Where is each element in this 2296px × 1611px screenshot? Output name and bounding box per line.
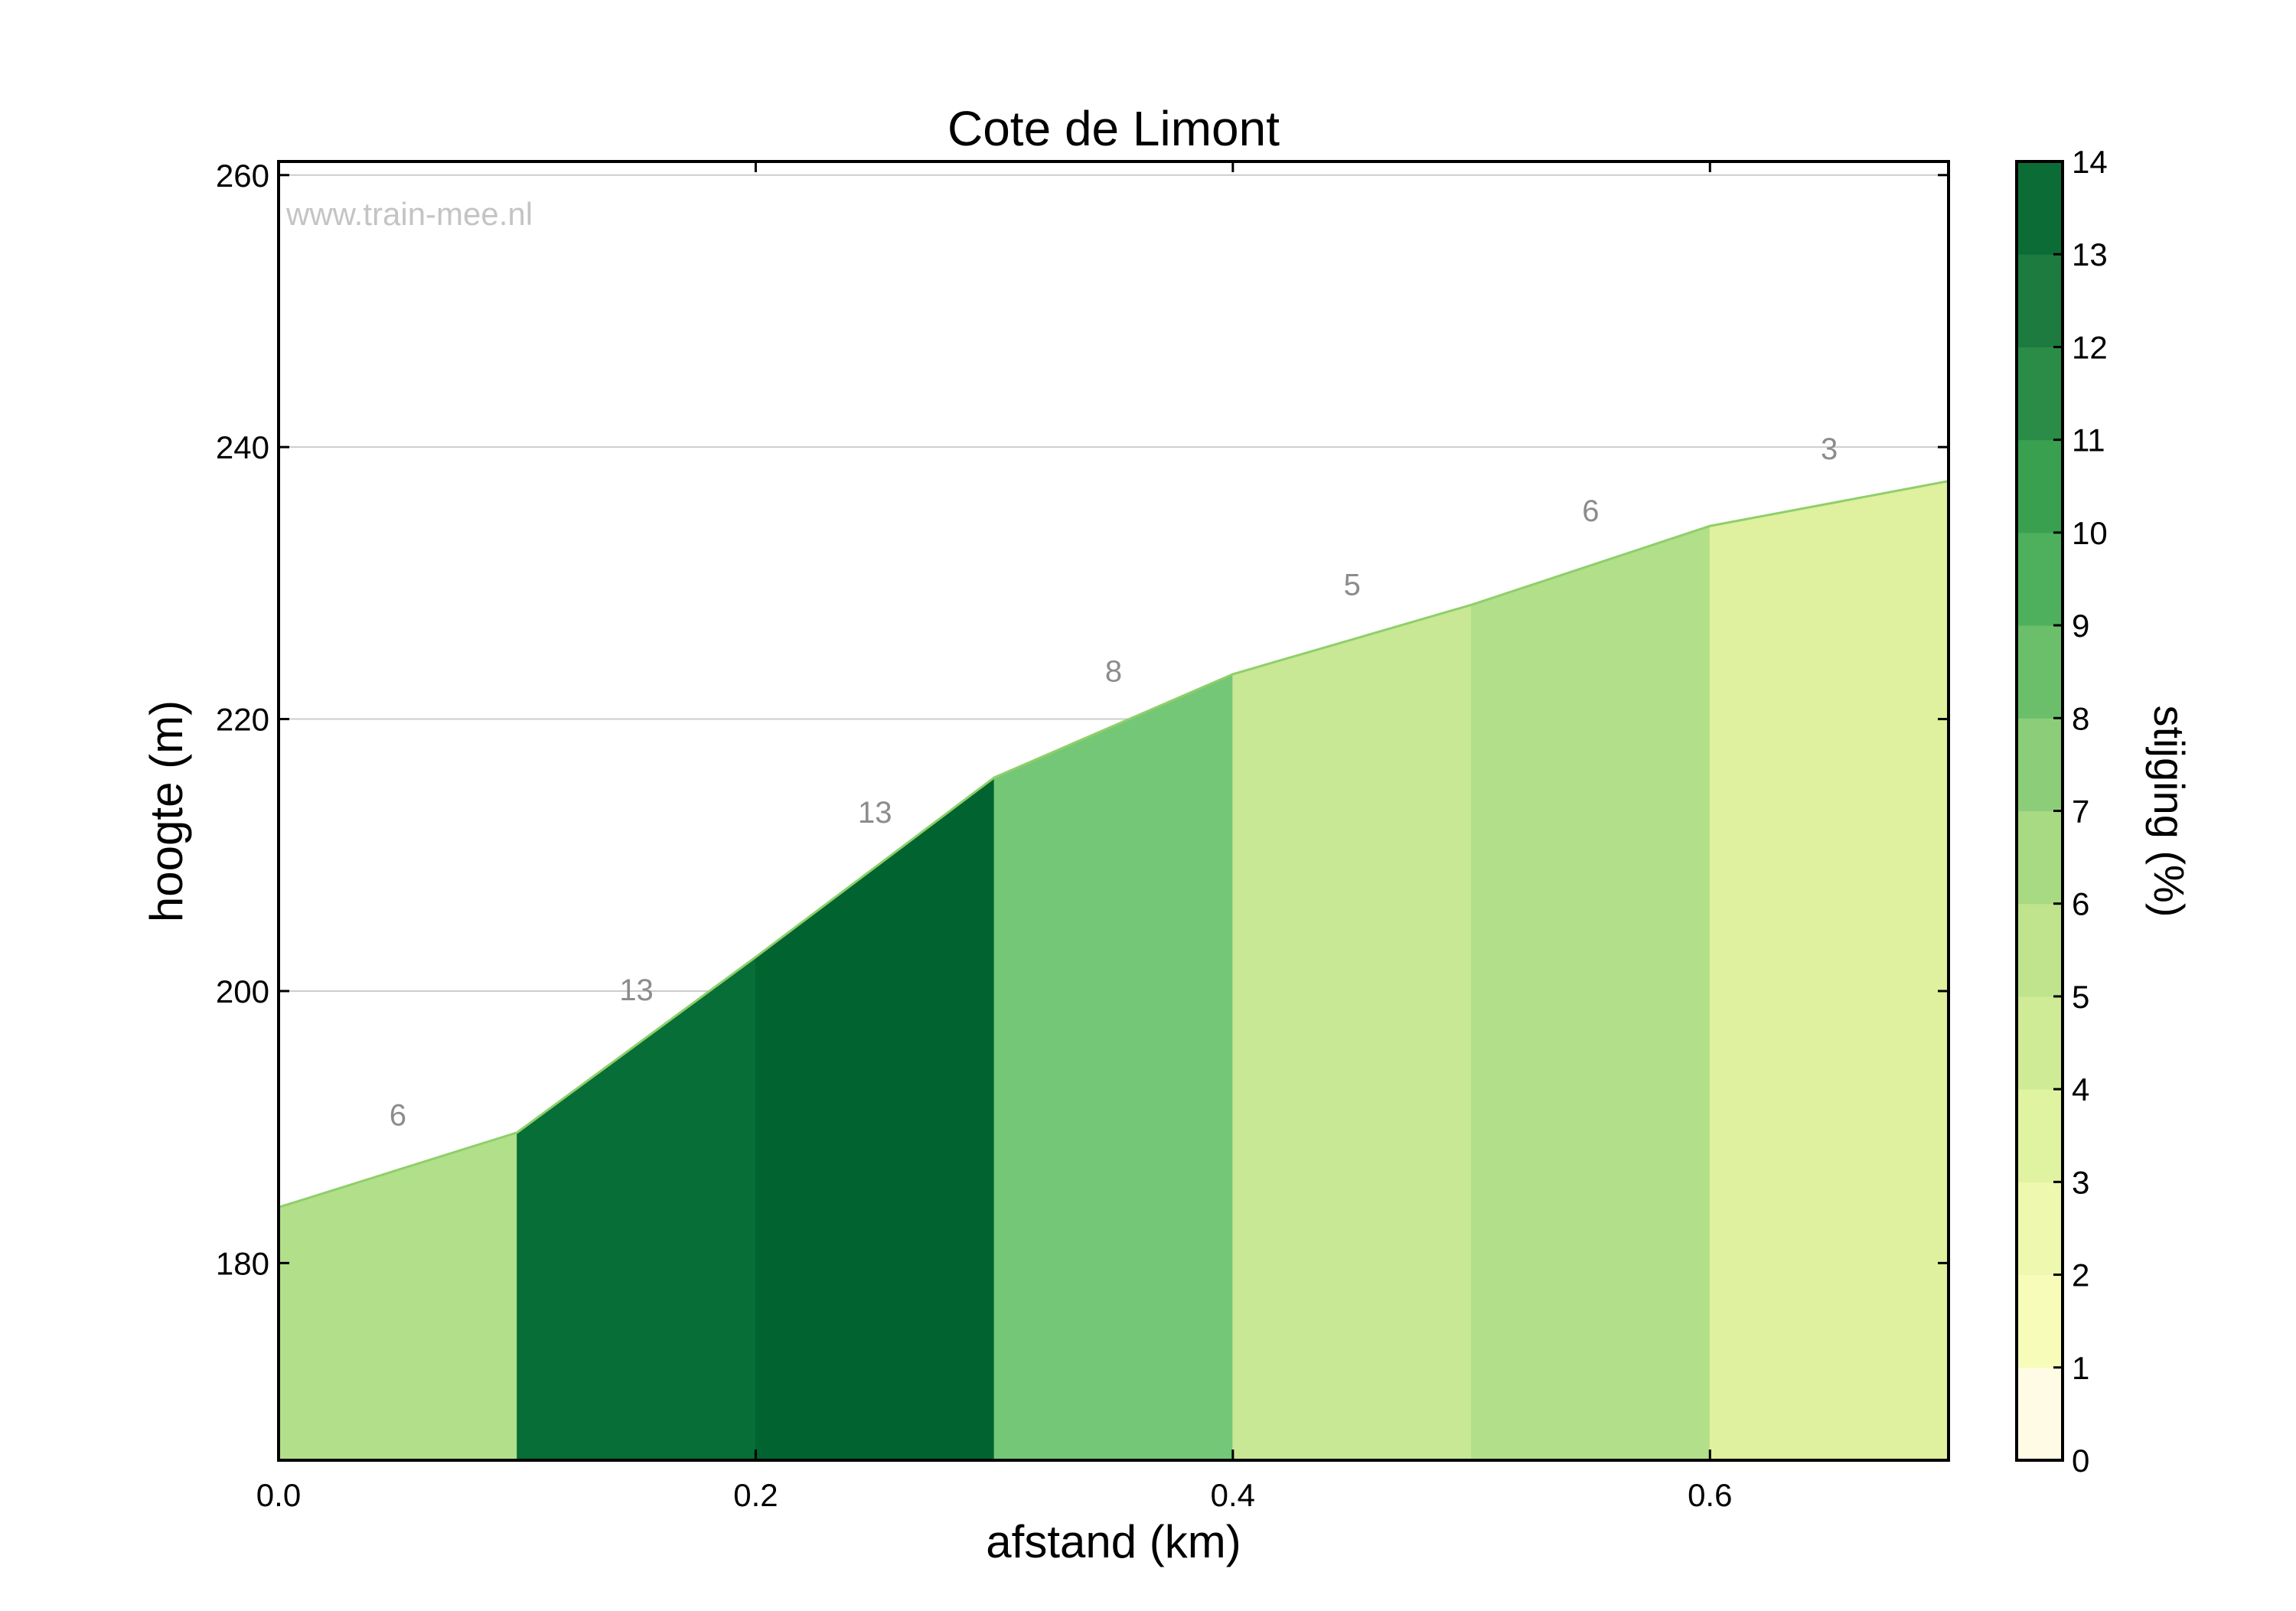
gradient-label-1: 13 <box>619 973 654 1007</box>
y-axis-ticks: 180 200 220 240 260 <box>216 158 1949 1281</box>
gradient-labels: 6 13 13 8 5 6 3 <box>390 432 1838 1133</box>
y-axis-label: hoogte (m) <box>141 700 192 922</box>
colorbar-tick-label-6: 6 <box>2072 886 2089 922</box>
gradient-label-0: 6 <box>390 1099 406 1133</box>
colorbar-tick-label-0: 0 <box>2072 1443 2089 1479</box>
gradient-label-4: 5 <box>1344 569 1361 602</box>
colorbar-band-1 <box>2017 1274 2063 1368</box>
colorbar-tick-label-3: 3 <box>2072 1164 2089 1200</box>
colorbar-band-5 <box>2017 903 2063 997</box>
colorbar-band-3 <box>2017 1089 2063 1182</box>
colorbar-band-4 <box>2017 996 2063 1090</box>
colorbar-band-7 <box>2017 718 2063 811</box>
colorbar-tick-label-1: 1 <box>2072 1350 2089 1386</box>
x-tick-label-2: 0.4 <box>1211 1477 1255 1513</box>
colorbar-tick-label-8: 8 <box>2072 700 2089 736</box>
x-axis-ticks: 0.0 0.2 0.4 0.6 <box>256 161 1732 1513</box>
y-tick-label-3: 240 <box>216 429 269 465</box>
colorbar-band-0 <box>2017 1367 2063 1461</box>
colorbar-band-6 <box>2017 810 2063 905</box>
gradient-label-6: 3 <box>1821 432 1838 466</box>
colorbar-band-10 <box>2017 439 2063 533</box>
plot-frame <box>277 160 1950 1462</box>
colorbar-tick-label-14: 14 <box>2072 144 2108 180</box>
x-tick-label-3: 0.6 <box>1688 1477 1732 1513</box>
colorbar-band-12 <box>2017 254 2063 347</box>
watermark-text: www.train-mee.nl <box>285 196 533 232</box>
y-tick-label-0: 180 <box>216 1245 269 1281</box>
profile-line <box>278 480 1949 1208</box>
x-tick-label-0: 0.0 <box>256 1477 301 1513</box>
colorbar-tick-label-5: 5 <box>2072 979 2089 1015</box>
colorbar-tick-label-12: 12 <box>2072 329 2108 365</box>
colorbar-tick-label-11: 11 <box>2072 422 2105 458</box>
profile-segment-6 <box>1709 480 1949 1461</box>
profile-segment-4 <box>1232 604 1473 1461</box>
profile-segment-5 <box>1471 525 1711 1461</box>
colorbar-band-9 <box>2017 532 2063 626</box>
gradient-label-2: 13 <box>858 796 892 830</box>
colorbar-tick-label-7: 7 <box>2072 794 2089 830</box>
colorbar-label: stijging (%) <box>2145 706 2193 918</box>
colorbar-band-2 <box>2017 1182 2063 1276</box>
gradient-label-5: 6 <box>1582 494 1599 528</box>
gradient-label-3: 8 <box>1105 654 1122 688</box>
colorbar-tick-label-10: 10 <box>2072 515 2108 551</box>
colorbar-tick-label-13: 13 <box>2072 236 2108 272</box>
x-tick-label-1: 0.2 <box>733 1477 778 1513</box>
profile-segments <box>278 480 1949 1461</box>
chart-title: Cote de Limont <box>947 101 1280 156</box>
colorbar-band-8 <box>2017 625 2063 719</box>
colorbar-tick-label-9: 9 <box>2072 608 2089 644</box>
profile-segment-3 <box>993 673 1234 1461</box>
x-axis-label: afstand (km) <box>986 1516 1241 1567</box>
colorbar-band-11 <box>2017 347 2063 441</box>
colorbar-band-13 <box>2017 161 2063 255</box>
colorbar-tick-label-4: 4 <box>2072 1071 2089 1107</box>
colorbar <box>2017 161 2063 1461</box>
y-tick-label-2: 220 <box>216 702 269 738</box>
colorbar-tick-label-2: 2 <box>2072 1257 2089 1293</box>
profile-outline <box>278 480 1949 1208</box>
y-tick-label-4: 260 <box>216 158 269 194</box>
y-tick-label-1: 200 <box>216 973 269 1009</box>
